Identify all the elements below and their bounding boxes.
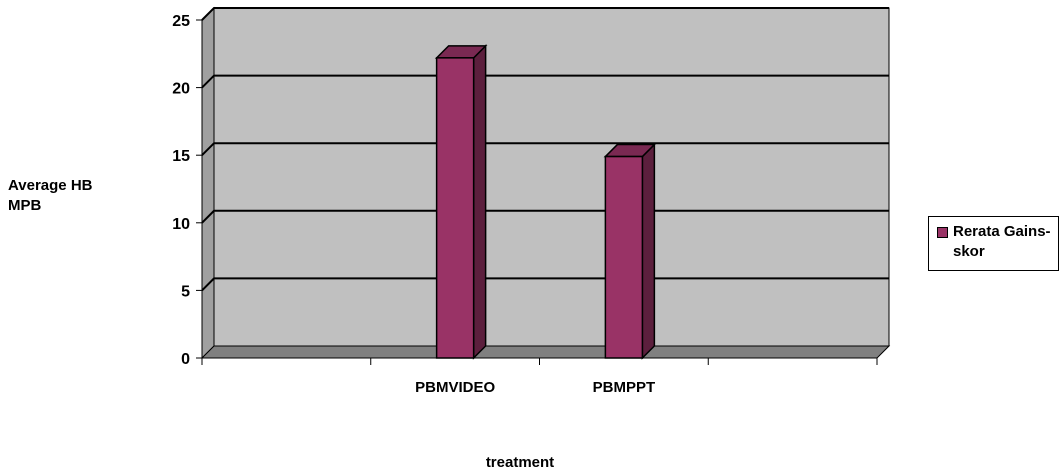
bar-side	[641, 142, 656, 360]
legend: Rerata Gains- skor	[928, 216, 1059, 271]
y-tick-label: 0	[181, 351, 190, 368]
gridline	[201, 277, 889, 292]
bars	[434, 44, 657, 360]
x-axis-label: treatment	[485, 454, 555, 471]
x-tick-label: PBMVIDEO	[415, 379, 495, 396]
gridlines	[196, 7, 889, 359]
legend-swatch	[937, 227, 948, 238]
x-tick-labels: PBMVIDEO PBMPPT	[201, 358, 878, 396]
bar-side	[472, 44, 487, 360]
chart-walls	[200, 6, 891, 360]
bar-front	[604, 155, 644, 359]
bar	[603, 142, 657, 360]
bar	[434, 44, 488, 360]
floor	[200, 345, 891, 359]
y-tick-label: 20	[172, 81, 190, 98]
back-wall	[213, 7, 890, 347]
legend-entry-label: Rerata Gains- skor	[953, 223, 1051, 260]
y-tick-label: 5	[181, 283, 190, 300]
gridline	[201, 142, 889, 156]
gridline	[201, 209, 889, 224]
gridline	[201, 74, 889, 89]
y-tick-labels: 0 5 10 15 20 25	[172, 13, 190, 368]
y-tick-label: 25	[172, 13, 190, 30]
side-wall	[201, 6, 215, 360]
x-tick-label: PBMPPT	[593, 379, 656, 396]
y-axis-label: Average HB MPB	[8, 177, 93, 214]
gridline	[201, 7, 889, 21]
y-tick-label: 10	[172, 216, 190, 233]
bar-front	[435, 57, 475, 359]
y-tick-label: 15	[172, 148, 190, 165]
